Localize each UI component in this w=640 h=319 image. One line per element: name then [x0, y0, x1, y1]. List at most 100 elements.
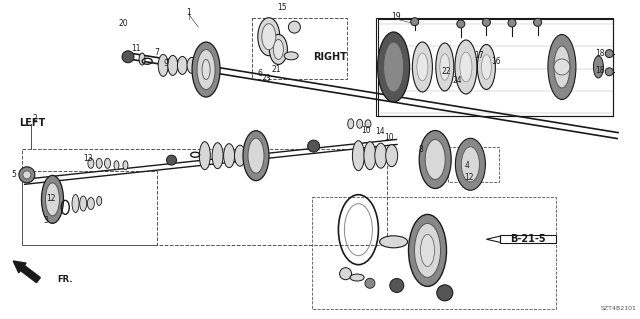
Circle shape	[436, 285, 453, 301]
Text: 19: 19	[390, 12, 401, 21]
Circle shape	[122, 51, 134, 63]
Text: 20: 20	[118, 19, 128, 28]
Ellipse shape	[348, 119, 354, 129]
Ellipse shape	[356, 119, 363, 128]
Ellipse shape	[412, 42, 433, 92]
Text: RIGHT: RIGHT	[314, 52, 348, 62]
Circle shape	[554, 59, 570, 75]
Text: 8: 8	[419, 145, 424, 154]
Ellipse shape	[425, 139, 445, 180]
Text: 17: 17	[474, 51, 484, 60]
Ellipse shape	[197, 49, 215, 90]
Ellipse shape	[386, 145, 397, 167]
Circle shape	[483, 18, 490, 26]
Text: 10: 10	[384, 133, 394, 142]
Ellipse shape	[223, 144, 235, 168]
Bar	[22, 171, 157, 245]
Ellipse shape	[378, 32, 410, 102]
Text: 21: 21	[272, 65, 281, 74]
Ellipse shape	[139, 53, 145, 65]
Ellipse shape	[45, 183, 60, 216]
Text: FR.: FR.	[58, 275, 73, 284]
Ellipse shape	[243, 131, 269, 181]
Ellipse shape	[417, 53, 428, 81]
Ellipse shape	[72, 195, 79, 212]
Circle shape	[508, 19, 516, 27]
Ellipse shape	[187, 57, 197, 73]
Ellipse shape	[420, 234, 435, 266]
Circle shape	[605, 68, 613, 76]
Circle shape	[308, 140, 319, 152]
Ellipse shape	[248, 138, 264, 173]
Ellipse shape	[456, 138, 485, 190]
Text: 12: 12	[464, 173, 473, 182]
Text: 4: 4	[465, 161, 470, 170]
Text: 22: 22	[442, 67, 451, 76]
Ellipse shape	[97, 197, 102, 205]
Circle shape	[605, 49, 613, 58]
Ellipse shape	[477, 44, 495, 90]
Ellipse shape	[419, 130, 451, 189]
Ellipse shape	[436, 43, 454, 91]
Ellipse shape	[234, 145, 246, 166]
Ellipse shape	[353, 141, 364, 171]
Text: 18: 18	[596, 49, 605, 58]
Text: 3: 3	[44, 216, 49, 225]
Ellipse shape	[548, 34, 576, 100]
Circle shape	[23, 171, 31, 179]
Text: 23: 23	[261, 74, 271, 83]
Text: 15: 15	[277, 4, 287, 12]
Ellipse shape	[365, 120, 371, 128]
Circle shape	[534, 18, 541, 26]
Bar	[448, 147, 499, 182]
Ellipse shape	[202, 60, 210, 79]
Ellipse shape	[375, 143, 387, 168]
Text: 10: 10	[361, 126, 371, 135]
Ellipse shape	[364, 142, 376, 170]
Text: 12: 12	[47, 194, 56, 203]
Text: 7: 7	[154, 48, 159, 57]
Circle shape	[19, 167, 35, 183]
Ellipse shape	[88, 197, 94, 210]
Ellipse shape	[350, 274, 364, 281]
Ellipse shape	[104, 158, 111, 168]
Circle shape	[340, 268, 351, 280]
Text: 2: 2	[33, 114, 38, 123]
Circle shape	[365, 278, 375, 288]
Circle shape	[457, 20, 465, 28]
Bar	[376, 18, 613, 116]
Bar	[22, 149, 387, 245]
Ellipse shape	[481, 55, 492, 79]
Ellipse shape	[258, 18, 280, 56]
Ellipse shape	[199, 142, 211, 170]
Text: 1: 1	[186, 8, 191, 17]
Ellipse shape	[158, 55, 168, 76]
Ellipse shape	[408, 214, 447, 286]
Ellipse shape	[88, 158, 94, 168]
Text: 6: 6	[257, 69, 262, 78]
Ellipse shape	[440, 54, 450, 80]
Ellipse shape	[554, 46, 570, 88]
Ellipse shape	[262, 24, 276, 50]
Ellipse shape	[460, 52, 472, 82]
Ellipse shape	[461, 147, 479, 182]
Text: 5: 5	[12, 170, 17, 179]
Ellipse shape	[269, 34, 287, 64]
Ellipse shape	[192, 42, 220, 97]
Text: B-21-5: B-21-5	[510, 234, 546, 244]
FancyBboxPatch shape	[500, 235, 556, 243]
Bar	[252, 18, 347, 79]
Ellipse shape	[212, 143, 223, 169]
Text: 16: 16	[491, 57, 501, 66]
Text: 14: 14	[374, 127, 385, 136]
Ellipse shape	[415, 223, 440, 278]
Text: 24: 24	[452, 76, 463, 85]
Ellipse shape	[380, 236, 408, 248]
Ellipse shape	[284, 52, 298, 60]
Text: 13: 13	[83, 154, 93, 163]
Ellipse shape	[177, 56, 188, 74]
Text: SZT4B2101: SZT4B2101	[601, 306, 637, 311]
Circle shape	[390, 278, 404, 293]
Ellipse shape	[96, 158, 102, 168]
Circle shape	[166, 155, 177, 165]
